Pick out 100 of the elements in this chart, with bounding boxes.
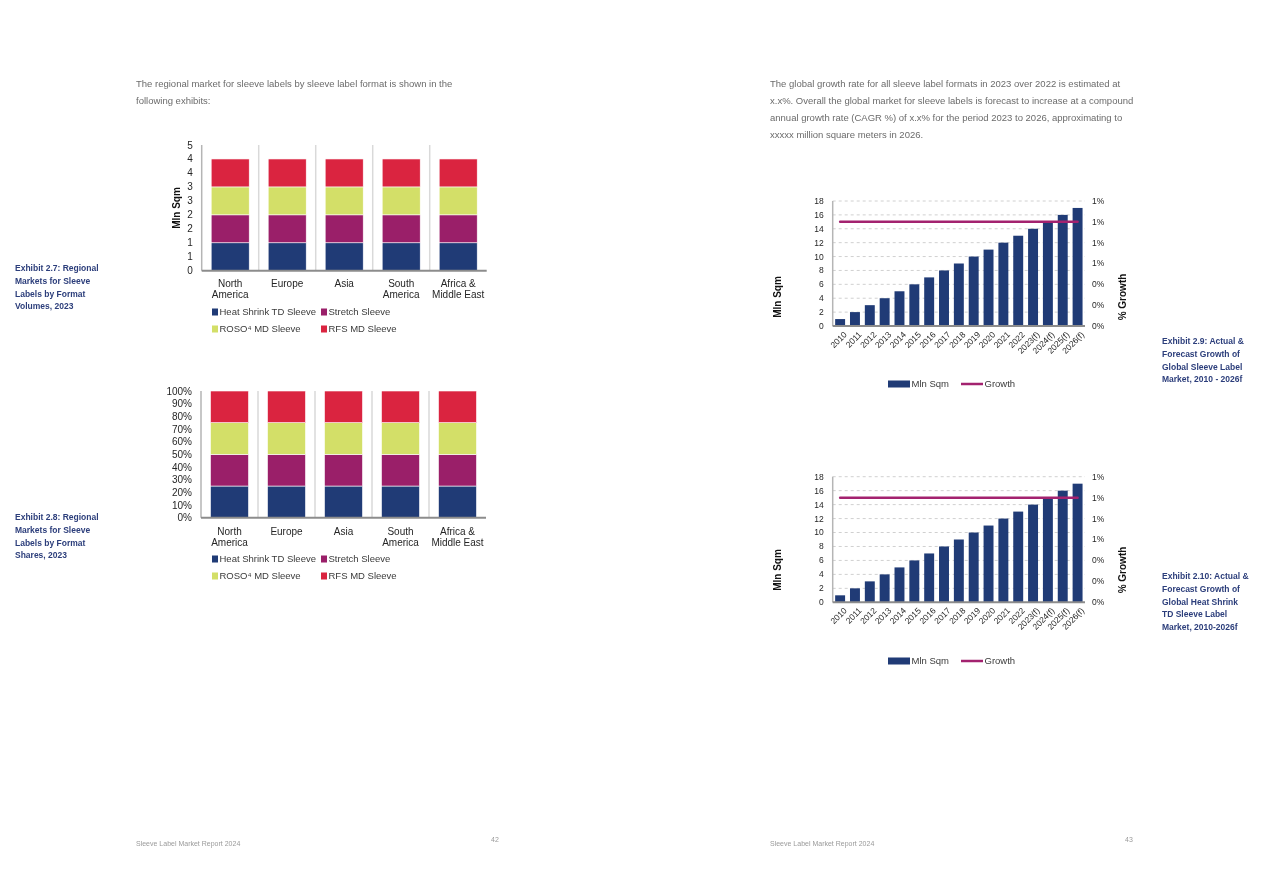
y-tick-label: 1 <box>187 237 194 249</box>
y-tick-label: 18 <box>814 471 824 482</box>
bar <box>1072 207 1083 326</box>
legend-label: Mln Sqm <box>911 378 950 390</box>
y-tick-label: 6 <box>818 555 824 566</box>
legend-label: Growth <box>984 655 1016 667</box>
legend-label: RFS MD Sleeve <box>328 570 397 582</box>
y-tick-label: 0 <box>187 265 194 277</box>
bar <box>1013 511 1024 603</box>
bar <box>849 588 860 603</box>
y-tick-label: 8 <box>818 541 824 552</box>
legend-label: Mln Sqm <box>911 655 950 667</box>
y2-tick-label: 1% <box>1092 534 1105 545</box>
y-tick-label: 10% <box>171 499 193 511</box>
bar <box>953 539 964 603</box>
text: Exhibit 2.8: Regional Markets for Sleeve Labels by Format Shares, 2023 <box>15 511 99 561</box>
bar <box>998 518 1009 603</box>
text: Exhibit 2.9: Actual & Forecast Growth of Global Sleeve Label Market, 2010 - 2026f <box>1162 335 1244 385</box>
y-axis-title: Mln Sqm <box>771 549 783 591</box>
y-tick-label: 80% <box>171 410 193 422</box>
y2-tick-label: 1% <box>1092 492 1105 503</box>
legend-label: Stretch Sleeve <box>328 553 391 565</box>
y-tick-label: 4 <box>818 293 824 304</box>
y-tick-label: 14 <box>814 223 824 234</box>
bar <box>968 532 979 603</box>
legend-label: Heat Shrink TD Sleeve <box>219 306 316 318</box>
y2-tick-label: 1% <box>1092 471 1105 482</box>
bar <box>998 242 1009 326</box>
bar <box>1042 221 1053 326</box>
y-tick-label: 2 <box>818 307 824 318</box>
y-tick-label: 4 <box>818 569 824 580</box>
y-tick-label: 60% <box>171 436 193 448</box>
y2-tick-label: 1% <box>1092 195 1105 206</box>
x-tick-label: Asia <box>333 525 354 537</box>
y-tick-label: 4 <box>187 153 194 165</box>
x-tick-label: North America <box>211 525 249 548</box>
y-tick-label: 2 <box>187 223 194 235</box>
y-tick-label: 70% <box>171 423 193 435</box>
legend-label: Growth <box>984 378 1016 390</box>
y-axis-title: Mln Sqm <box>771 276 783 318</box>
bar <box>909 560 920 603</box>
y-tick-label: 10 <box>814 251 824 262</box>
y-tick-label: 1 <box>187 251 194 263</box>
y-tick-label: 100% <box>166 385 193 397</box>
y-tick-label: 0% <box>177 512 193 524</box>
bar <box>849 312 860 326</box>
y-tick-label: 90% <box>171 398 193 410</box>
bar <box>909 284 920 326</box>
x-tick-label: North America <box>211 277 249 300</box>
y-tick-label: 50% <box>171 448 193 460</box>
y-tick-label: 0 <box>818 597 824 608</box>
bar <box>953 263 964 326</box>
y-tick-label: 2 <box>818 583 824 594</box>
bar <box>879 574 890 603</box>
y-tick-label: 3 <box>187 195 194 207</box>
y-tick-label: 40% <box>171 461 193 473</box>
legend-label: ROSO⁴ MD Sleeve <box>219 570 301 582</box>
legend-label: ROSO⁴ MD Sleeve <box>219 323 301 335</box>
y2-tick-label: 0% <box>1092 555 1105 566</box>
y2-axis-title: % Growth <box>1116 546 1128 594</box>
y2-axis-title: % Growth <box>1116 273 1128 321</box>
y-tick-label: 18 <box>814 195 824 206</box>
x-tick-label: South America <box>382 277 420 300</box>
x-tick-label: Asia <box>334 277 355 289</box>
y-tick-label: 3 <box>187 181 194 193</box>
legend-label: Heat Shrink TD Sleeve <box>219 553 316 565</box>
y-tick-label: 2 <box>187 209 194 221</box>
y-tick-label: 12 <box>814 513 824 524</box>
y-tick-label: 10 <box>814 527 824 538</box>
bar <box>1028 228 1039 326</box>
y-tick-label: 16 <box>814 485 824 496</box>
y2-tick-label: 0% <box>1092 597 1105 608</box>
bar <box>924 277 935 326</box>
y2-tick-label: 0% <box>1092 279 1105 290</box>
x-tick-label: South America <box>382 525 420 548</box>
y2-tick-label: 1% <box>1092 216 1105 227</box>
y-tick-label: 20% <box>171 486 193 498</box>
bar <box>939 546 949 603</box>
text: Exhibit 2.10: Actual & Forecast Growth of Global Heat Shrink TD Sleeve Label Market, 2010-2026f <box>1162 570 1249 633</box>
y-tick-label: 5 <box>187 139 194 151</box>
y-tick-label: 16 <box>814 209 824 220</box>
legend-label: Stretch Sleeve <box>328 306 391 318</box>
y2-tick-label: 0% <box>1092 300 1105 311</box>
chart-subtitle: The global growth rate for all sleeve label formats in 2023 over 2022 is estimated at x.x%. Overall the global market for sleeve labels is forecast to increase at a compound annual growth rate (CAGR %) of x.x% for the period 2023 to 2026, approximating to xxxxx million square meters in 2026. <box>770 78 1134 141</box>
y-axis-title: Mln Sqm <box>170 187 182 229</box>
bar <box>983 249 994 326</box>
x-tick-label: Africa & Middle East <box>431 525 484 548</box>
bar <box>864 305 875 326</box>
x-tick-label: Europe <box>271 277 304 289</box>
bar <box>968 256 979 326</box>
bar <box>1072 483 1083 603</box>
bar <box>1042 497 1053 603</box>
y-tick-label: 30% <box>171 474 193 486</box>
bar <box>1057 214 1068 326</box>
y-tick-label: 14 <box>814 499 824 510</box>
chart-subtitle: The regional market for sleeve labels by sleeve label format is shown in the following exhibits: <box>136 78 453 107</box>
y2-tick-label: 1% <box>1092 513 1105 524</box>
bar <box>924 553 935 603</box>
y-tick-label: 12 <box>814 237 824 248</box>
bar <box>983 525 994 603</box>
